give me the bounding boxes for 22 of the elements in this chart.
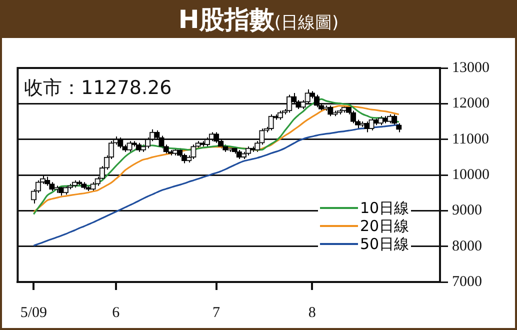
y-tick-label: 7000 [452, 274, 482, 290]
legend-label: 20日線 [360, 217, 410, 235]
chart-title: H股指數 [178, 5, 274, 34]
legend-label: 10日線 [360, 199, 410, 217]
candlestick [368, 117, 374, 131]
y-tick-label: 13000 [452, 60, 490, 76]
y-tick-label: 11000 [452, 131, 489, 148]
y-tick-label: 8000 [452, 238, 482, 254]
x-tick-label: 8 [308, 304, 316, 321]
x-tick-label: 6 [112, 304, 120, 321]
candlestick [314, 94, 320, 108]
x-tick-label: 7 [212, 304, 221, 321]
candlestick [268, 114, 274, 131]
x-tick-label: 5/09 [20, 304, 48, 321]
chart-subtitle: (日線圖) [274, 13, 339, 33]
annotation: 收市：11278.26 [24, 76, 172, 101]
candlestick [190, 144, 196, 160]
y-tick-label: 9000 [452, 202, 482, 219]
legend-label: 50日線 [360, 235, 410, 253]
y-tick-label: 12000 [452, 96, 490, 112]
candlestick [350, 110, 356, 124]
y-tick-label: 10000 [452, 166, 490, 183]
